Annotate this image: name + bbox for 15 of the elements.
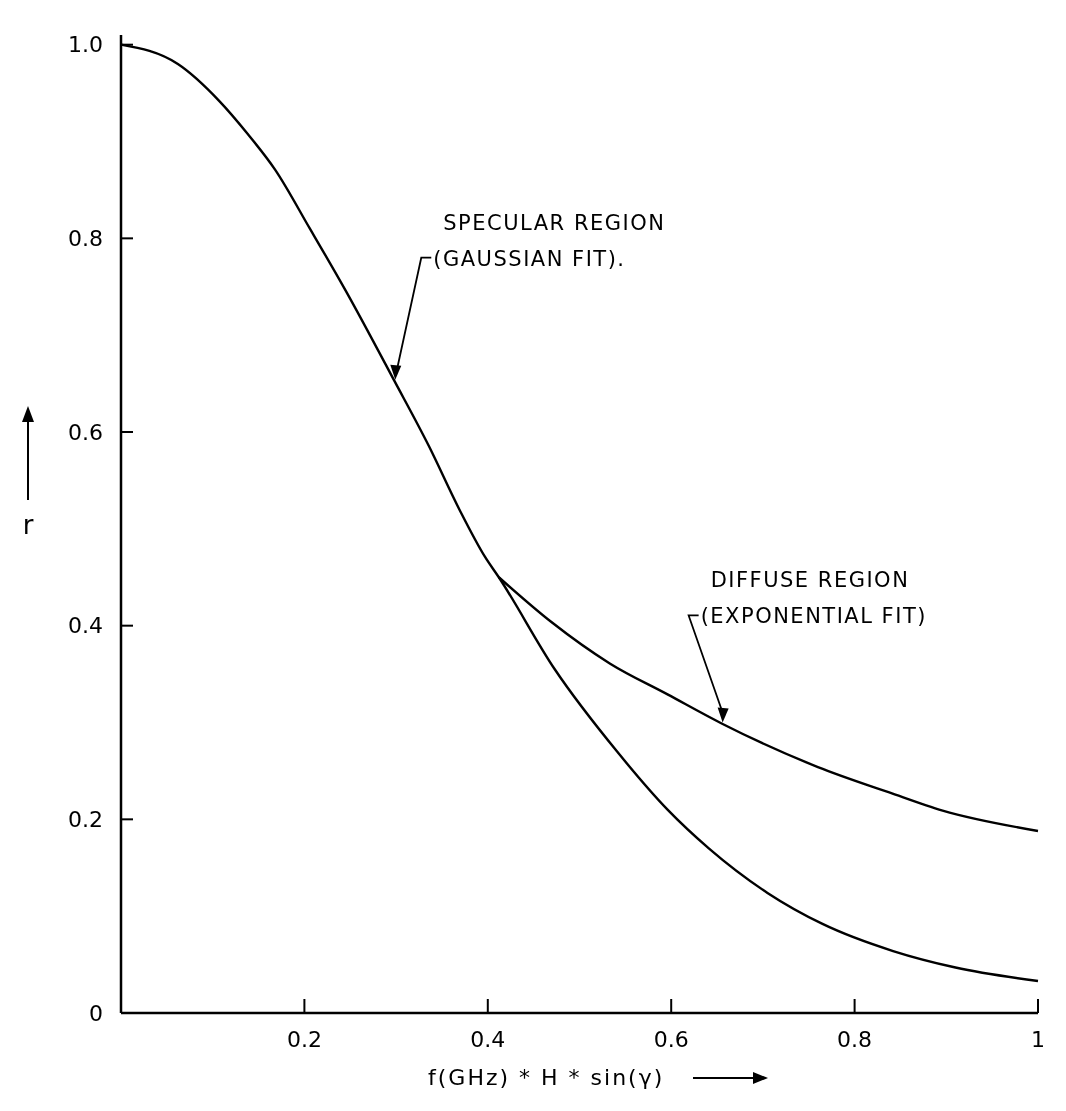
x-tick-label: 0.2 [286, 1027, 322, 1052]
y-tick-label: 0.6 [68, 419, 103, 445]
y-tick-label: 0.4 [68, 613, 103, 639]
x-tick-label: 1 [1031, 1027, 1045, 1052]
y-tick-label: 0 [89, 1000, 103, 1026]
y-tick-label: 0.2 [68, 807, 103, 833]
x-tick-label: 0.8 [837, 1027, 873, 1052]
x-tick-label: 0.6 [653, 1027, 689, 1052]
y-axis-title: r [22, 510, 34, 540]
x-axis-title: f(GHz) * H * sin(γ) [428, 1065, 665, 1090]
x-tick-label: 0.4 [470, 1027, 506, 1052]
y-tick-label: 0.8 [68, 226, 103, 252]
annotation: DIFFUSE REGION (EXPONENTIAL FIT) [700, 568, 927, 629]
y-tick-label: 1.0 [68, 32, 103, 58]
annotation: SPECULAR REGION (GAUSSIAN FIT). [433, 210, 666, 271]
